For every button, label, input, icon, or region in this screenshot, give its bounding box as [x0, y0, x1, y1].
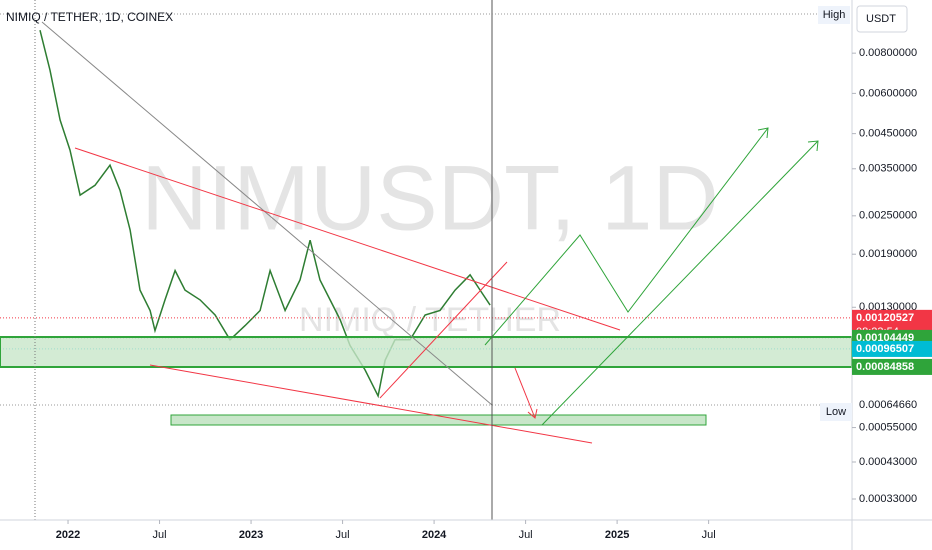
high-box [818, 6, 850, 24]
x-tick-label: 2025 [605, 529, 629, 541]
arrow-head [527, 408, 538, 419]
axes: 0.00800000 0.00600000 0.00450000 0.00350000… [56, 47, 932, 541]
arrow [514, 367, 536, 419]
trendline [149, 364, 593, 444]
y-tick-label: 0.00800000 [859, 47, 917, 59]
x-tick-label: 2024 [422, 529, 447, 541]
y-tick-label: 0.00250000 [859, 210, 917, 222]
low-price-label: 0.00064660 [859, 399, 917, 411]
watermark-name: NIMIQ / TETHER [299, 301, 561, 339]
low-box [820, 403, 852, 421]
price-label: 0.00084858 [856, 361, 914, 373]
y-tick-label: 0.00043000 [859, 456, 917, 468]
y-tick-label: 0.00350000 [859, 163, 917, 175]
currency-button[interactable] [856, 5, 908, 33]
high-label: High [823, 9, 846, 21]
watermark-symbol: NIMUSDT, 1D [141, 147, 719, 249]
low-label: Low [826, 406, 846, 418]
y-tick-label: 0.00600000 [859, 87, 917, 99]
header-title: NIMIQ / TETHER, 1D, COINEX [6, 10, 173, 24]
x-tick-label: 2022 [56, 529, 80, 541]
zone [0, 336, 853, 368]
trendline [41, 21, 493, 406]
drawings [0, 0, 853, 520]
price-label-box [852, 340, 932, 357]
x-tick-label: Jul [702, 529, 716, 541]
x-tick-label: 2023 [239, 529, 263, 541]
price-label-box [852, 358, 932, 375]
y-tick-label: 0.00190000 [859, 248, 917, 260]
projection [484, 127, 769, 346]
trendline [74, 147, 621, 331]
trendline [379, 261, 508, 399]
price-label: 0.00096507 [856, 343, 914, 355]
x-tick-label: Jul [153, 529, 167, 541]
price-label: 0.00120527 [856, 312, 914, 324]
arrow-head [757, 127, 769, 139]
x-tick-label: Jul [336, 529, 350, 541]
x-tick-label: Jul [519, 529, 533, 541]
target-zone [170, 414, 707, 426]
y-tick-label: 0.00055000 [859, 421, 917, 433]
y-tick-label: 0.00450000 [859, 128, 917, 140]
arrow-head [807, 140, 819, 152]
price-label: 0.00104449 [856, 332, 914, 344]
currency-label[interactable]: USDT [866, 13, 896, 25]
projection [541, 140, 819, 426]
y-tick-label: 0.00033000 [859, 493, 917, 505]
